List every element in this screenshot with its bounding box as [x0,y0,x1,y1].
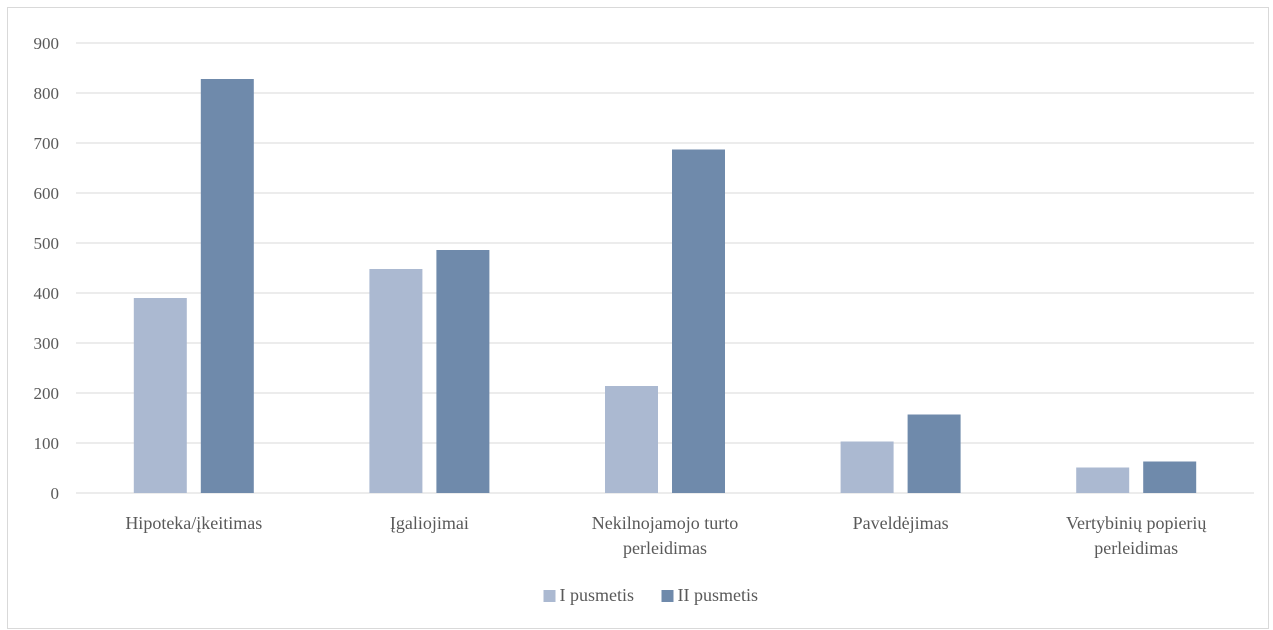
bar-ii-pusmetis [907,414,961,493]
y-tick-label: 100 [34,434,60,453]
y-tick-label: 0 [51,484,60,503]
x-tick-label: Nekilnojamojo turto [592,513,738,533]
bar-i-pusmetis [369,269,423,493]
y-tick-label: 400 [34,284,60,303]
bar-ii-pusmetis [1143,461,1197,493]
bar-i-pusmetis [1076,467,1130,493]
x-tick-label: Hipoteka/įkeitimas [125,513,262,533]
bar-i-pusmetis [133,298,187,493]
legend-label: II pusmetis [678,585,759,605]
x-tick-label: perleidimas [1094,538,1178,558]
x-tick-label: Paveldėjimas [853,513,949,533]
y-tick-label: 200 [34,384,60,403]
y-tick-label: 300 [34,334,60,353]
legend-swatch [543,590,556,602]
bar-ii-pusmetis [436,250,490,493]
legend-label: I pusmetis [560,585,635,605]
x-tick-label: Vertybinių popierių [1066,513,1207,533]
y-tick-label: 600 [34,184,60,203]
x-tick-label: Įgaliojimai [390,513,469,533]
y-tick-label: 700 [34,134,60,153]
y-tick-label: 500 [34,234,60,253]
legend-swatch [661,590,674,602]
bar-i-pusmetis [840,441,894,493]
bar-i-pusmetis [605,386,658,493]
y-tick-label: 800 [34,84,60,103]
bar-ii-pusmetis [672,149,725,493]
x-tick-label: perleidimas [623,538,707,558]
bar-ii-pusmetis [200,79,254,493]
y-tick-label: 900 [34,34,60,53]
